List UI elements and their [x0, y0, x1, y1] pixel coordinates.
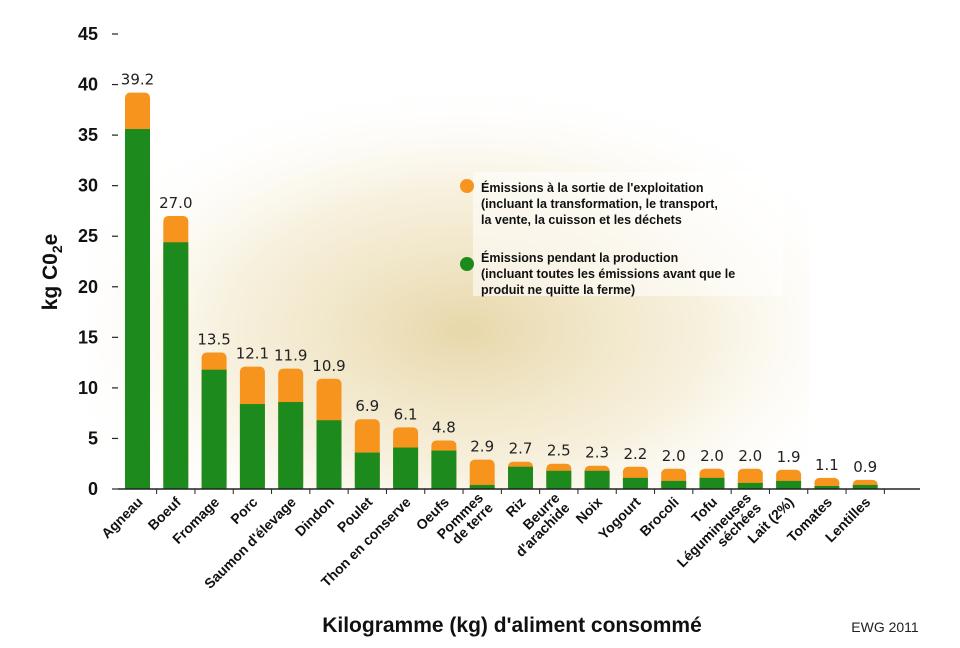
bar-segment-production — [239, 404, 265, 489]
bar-segment-production — [622, 477, 648, 489]
bar-segment-production — [393, 447, 419, 489]
bar-segment-production — [584, 470, 610, 489]
legend-label-production: Émissions pendant la production (incluan… — [481, 250, 739, 297]
bar-segment-production — [469, 484, 495, 489]
bar-segment-production — [661, 480, 687, 489]
bar-segment-production — [201, 369, 227, 489]
value-label: 2.7 — [509, 440, 533, 458]
value-label: 2.0 — [662, 447, 686, 465]
y-tick-label: 25 — [78, 226, 98, 246]
source-note: EWG 2011 — [851, 619, 919, 635]
value-label: 1.9 — [777, 448, 801, 466]
value-label: 12.1 — [236, 345, 269, 363]
bar-segment-production — [699, 477, 725, 489]
y-tick-label: 30 — [78, 176, 98, 196]
value-label: 0.9 — [853, 458, 877, 476]
bar-segment-production — [776, 480, 802, 489]
y-tick-label: 0 — [88, 479, 98, 499]
value-label: 2.0 — [700, 447, 724, 465]
bar-segment-offfarm — [469, 459, 495, 489]
value-label: 10.9 — [312, 357, 345, 375]
legend-marker-offfarm — [460, 179, 474, 193]
bar-segment-production — [354, 452, 380, 489]
value-label: 6.9 — [355, 397, 379, 415]
value-label: 1.1 — [815, 456, 839, 474]
legend-label-offfarm: Émissions à la sortie de l'exploitation … — [481, 180, 721, 227]
bar-segment-production — [814, 485, 840, 489]
bar-segment-production — [163, 242, 189, 489]
legend: Émissions à la sortie de l'exploitation … — [460, 172, 783, 297]
y-tick-label: 20 — [78, 277, 98, 297]
value-label: 11.9 — [274, 347, 307, 365]
y-tick-label: 15 — [78, 327, 98, 347]
legend-box — [473, 172, 783, 296]
bars — [125, 92, 878, 490]
bar-segment-production — [737, 482, 763, 489]
bar-segment-production — [546, 470, 572, 489]
bar-segment-production — [278, 402, 304, 489]
value-label: 2.2 — [623, 445, 647, 463]
value-label: 39.2 — [121, 71, 154, 89]
value-label: 2.5 — [547, 442, 571, 460]
y-tick-label: 40 — [78, 75, 98, 95]
y-axis-title: kg C02e — [39, 234, 65, 311]
bar-segment-production — [508, 466, 533, 489]
legend-marker-production — [460, 257, 474, 271]
bar-segment-production — [431, 450, 457, 489]
value-label: 2.0 — [738, 447, 762, 465]
value-labels: 39.2 27.0 13.5 12.1 11.9 10.9 6.9 6.1 4.8 2.9 2.7 2… — [121, 71, 877, 476]
value-label: 4.8 — [432, 418, 456, 436]
bar-segment-production — [316, 420, 342, 489]
value-label: 2.3 — [585, 444, 609, 462]
y-tick-label: 10 — [78, 378, 98, 398]
y-axis-ticks: 0 5 10 15 20 25 30 35 40 45 — [78, 24, 118, 499]
x-axis-title: Kilogramme (kg) d'aliment consommé — [322, 614, 702, 637]
y-tick-label: 5 — [88, 428, 98, 448]
y-tick-label: 45 — [78, 24, 98, 44]
value-label: 27.0 — [159, 194, 192, 212]
value-label: 6.1 — [394, 405, 418, 423]
value-label: 2.9 — [470, 438, 494, 456]
bar-segment-production — [125, 129, 150, 490]
y-tick-label: 35 — [78, 125, 98, 145]
bar-segment-production — [852, 484, 878, 489]
value-label: 13.5 — [197, 331, 230, 349]
